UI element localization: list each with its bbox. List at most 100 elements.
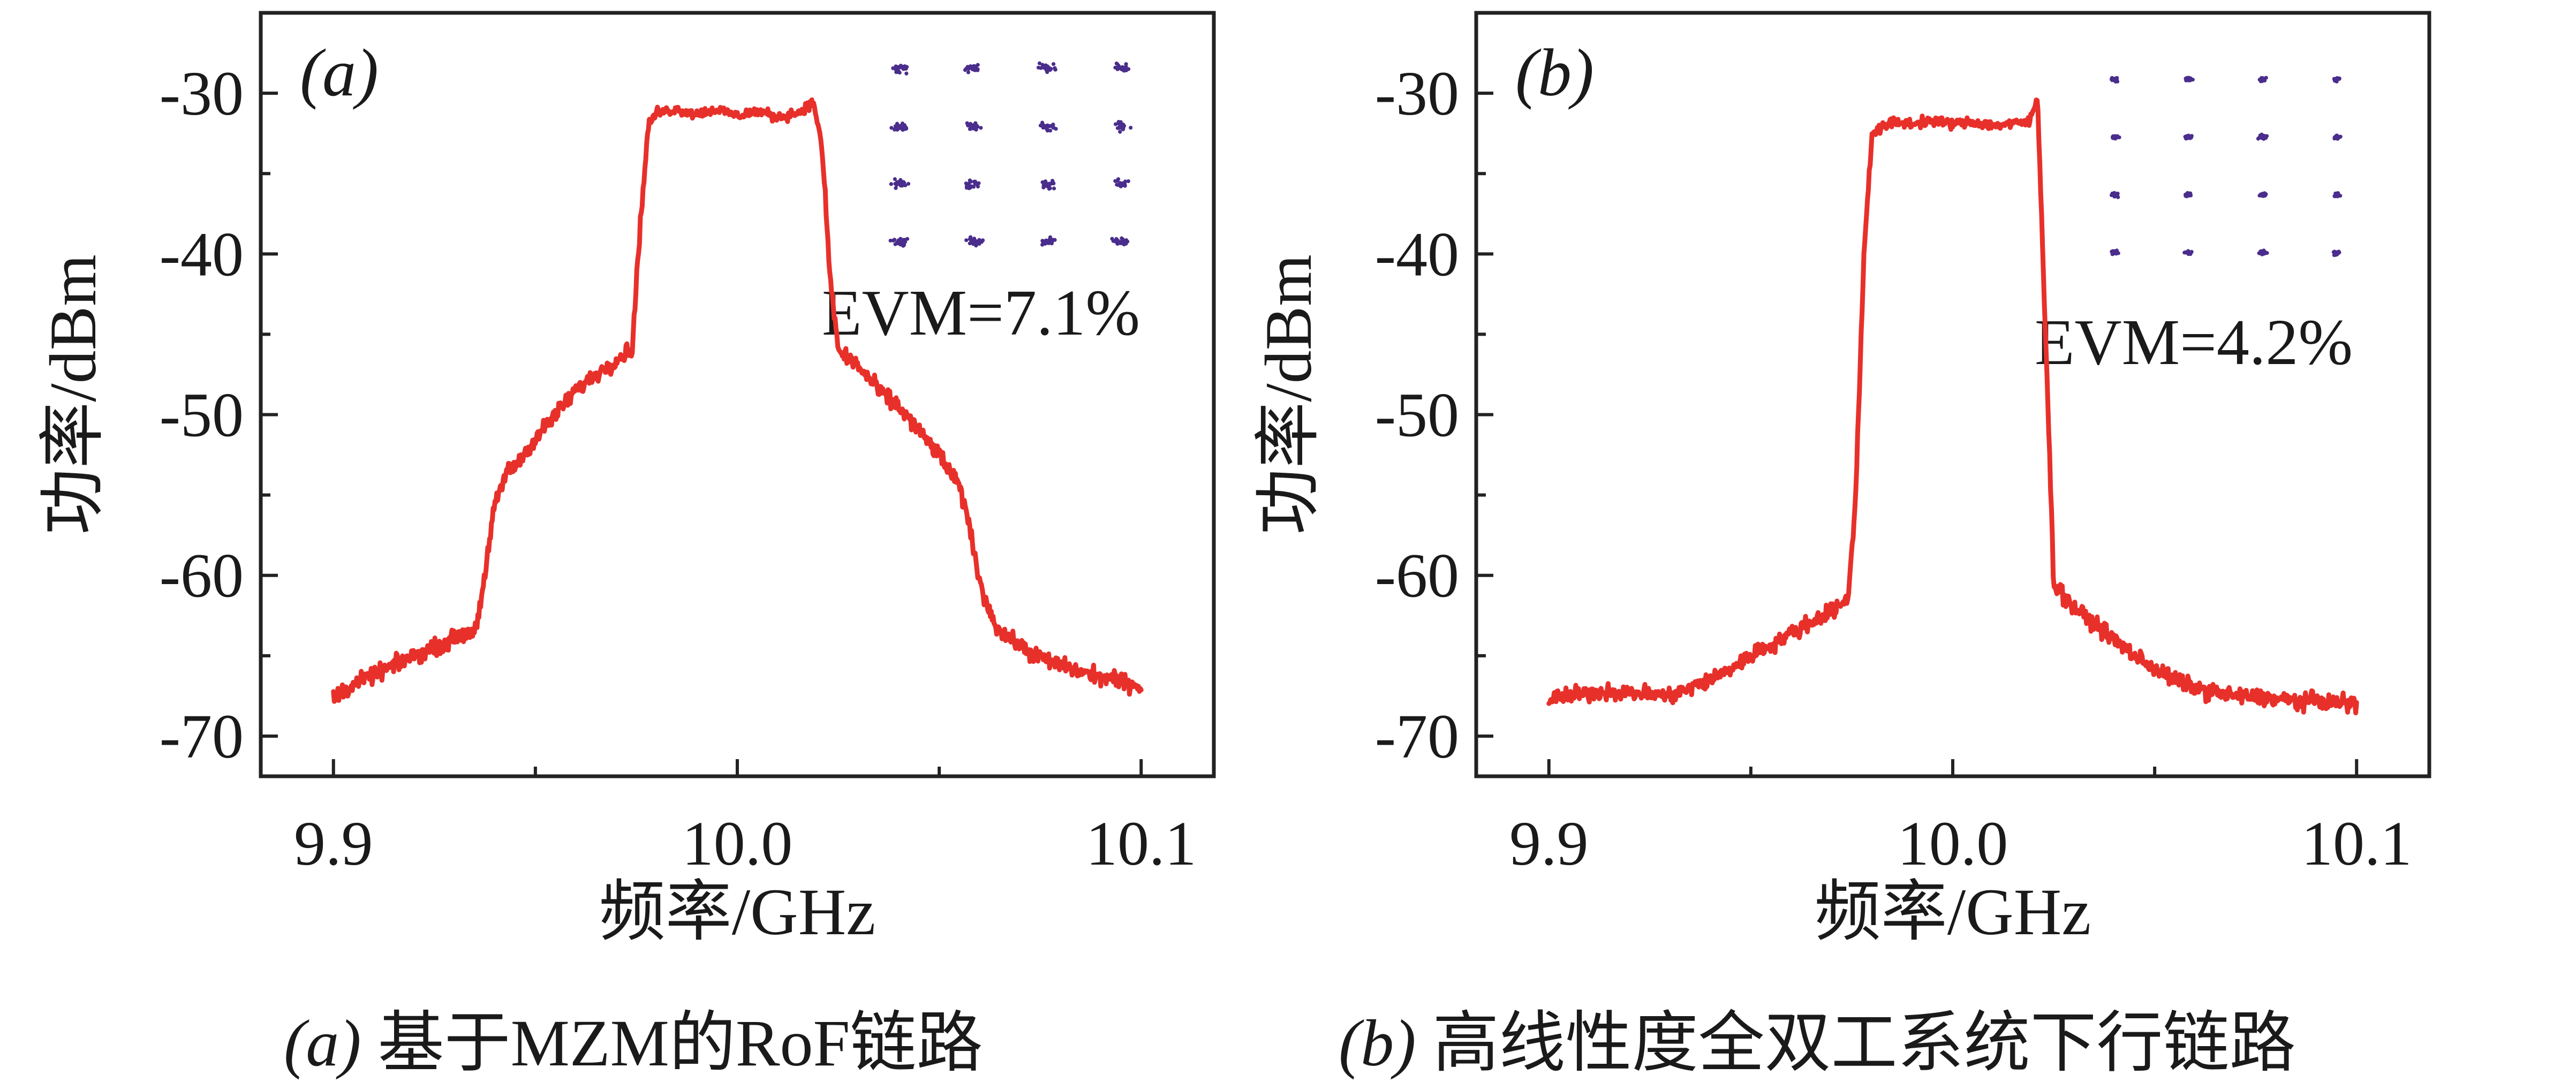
constellation-point — [889, 182, 893, 186]
x-tick-label: 10.1 — [2301, 808, 2412, 879]
data-point — [1932, 120, 1933, 121]
data-point — [821, 149, 822, 150]
data-point — [474, 630, 475, 631]
constellation-point — [964, 186, 969, 190]
data-point — [535, 438, 536, 440]
constellation-point — [2186, 135, 2190, 140]
x-tick-label: 9.9 — [1509, 808, 1589, 879]
constellation-point — [966, 181, 971, 186]
data-point — [656, 112, 657, 113]
y-tick-label: -60 — [1375, 541, 1459, 611]
data-point — [1670, 695, 1671, 697]
constellation-point — [970, 184, 975, 189]
constellation-point — [1126, 67, 1131, 71]
constellation-point — [1115, 179, 1120, 183]
data-point — [2094, 623, 2095, 624]
data-point — [1730, 668, 1731, 669]
constellation-point — [2189, 134, 2193, 139]
constellation-point — [1046, 124, 1051, 128]
data-point — [2275, 699, 2276, 700]
caption-prefix: (b) — [1339, 1006, 1416, 1080]
data-point — [454, 638, 455, 639]
constellation-point — [1045, 70, 1049, 74]
data-point — [1952, 123, 1953, 124]
data-point — [2195, 687, 2196, 688]
constellation-point — [2261, 192, 2265, 196]
constellation-point — [2114, 76, 2118, 80]
constellation-point — [891, 66, 895, 71]
y-axis-label: 功率/dBm — [36, 254, 110, 535]
constellation-point — [2263, 250, 2267, 254]
data-point — [1548, 699, 1550, 700]
data-point — [676, 109, 677, 110]
constellation-point — [1052, 186, 1056, 191]
y-tick-label: -50 — [160, 380, 244, 450]
spectrum-line — [1546, 97, 2359, 716]
data-point — [2154, 668, 2155, 669]
constellation-point — [971, 238, 976, 242]
constellation-point — [1116, 66, 1121, 71]
constellation-point — [974, 182, 978, 186]
data-point — [507, 471, 508, 472]
constellation-point — [2184, 78, 2188, 82]
data-point — [1589, 692, 1590, 693]
data-point — [1690, 687, 1691, 688]
constellation-point — [1117, 122, 1122, 126]
data-point — [813, 102, 814, 103]
constellation-point — [1124, 64, 1128, 69]
constellation-point — [902, 126, 906, 130]
data-point — [2045, 334, 2046, 335]
constellation-point — [1045, 181, 1049, 186]
constellation-point — [976, 240, 980, 245]
constellation-point — [1126, 179, 1130, 184]
constellation-point — [966, 66, 971, 71]
constellation-point — [979, 126, 983, 130]
caption-prefix: (a) — [284, 1006, 361, 1080]
constellation-point — [2188, 78, 2192, 82]
constellation-point — [897, 126, 902, 131]
constellation-point — [1129, 125, 1133, 130]
constellation-point — [966, 122, 970, 127]
y-tick-label: -70 — [160, 701, 244, 771]
constellation-point — [1040, 120, 1045, 125]
constellation-point — [1044, 65, 1049, 70]
constellation-point — [1043, 124, 1047, 129]
data-point — [2053, 583, 2054, 584]
constellation-point — [894, 64, 898, 69]
data-point — [1080, 671, 1081, 672]
y-tick-label: -30 — [1375, 58, 1459, 128]
data-point — [2029, 122, 2030, 123]
constellation-point — [2115, 134, 2120, 138]
data-point — [595, 374, 596, 375]
data-point — [2114, 639, 2115, 640]
data-point — [1863, 253, 1864, 254]
constellation-point — [1118, 130, 1122, 134]
constellation-inset — [2109, 75, 2343, 258]
data-point — [838, 350, 839, 351]
data-point — [616, 359, 617, 360]
constellation-point — [897, 71, 902, 75]
constellation-point — [894, 186, 898, 190]
data-point — [979, 583, 980, 584]
caption-text: 高线性度全双工系统下行链路 — [1416, 1006, 2296, 1080]
constellation-point — [2333, 251, 2338, 255]
data-point — [939, 455, 940, 456]
constellation-point — [2114, 249, 2119, 253]
data-point — [777, 117, 778, 118]
data-point — [333, 697, 334, 698]
data-point — [2295, 700, 2297, 701]
constellation-point — [900, 184, 904, 188]
data-point — [1992, 125, 1993, 126]
data-point — [1912, 123, 1913, 124]
constellation-point — [2187, 193, 2191, 198]
data-point — [999, 631, 1000, 632]
data-point — [1892, 122, 1893, 123]
constellation-point — [2187, 251, 2192, 255]
data-point — [1060, 665, 1061, 666]
data-point — [1121, 681, 1122, 682]
data-point — [2356, 703, 2357, 705]
constellation-point — [976, 125, 980, 129]
constellation-point — [894, 69, 898, 74]
constellation-point — [901, 244, 905, 248]
